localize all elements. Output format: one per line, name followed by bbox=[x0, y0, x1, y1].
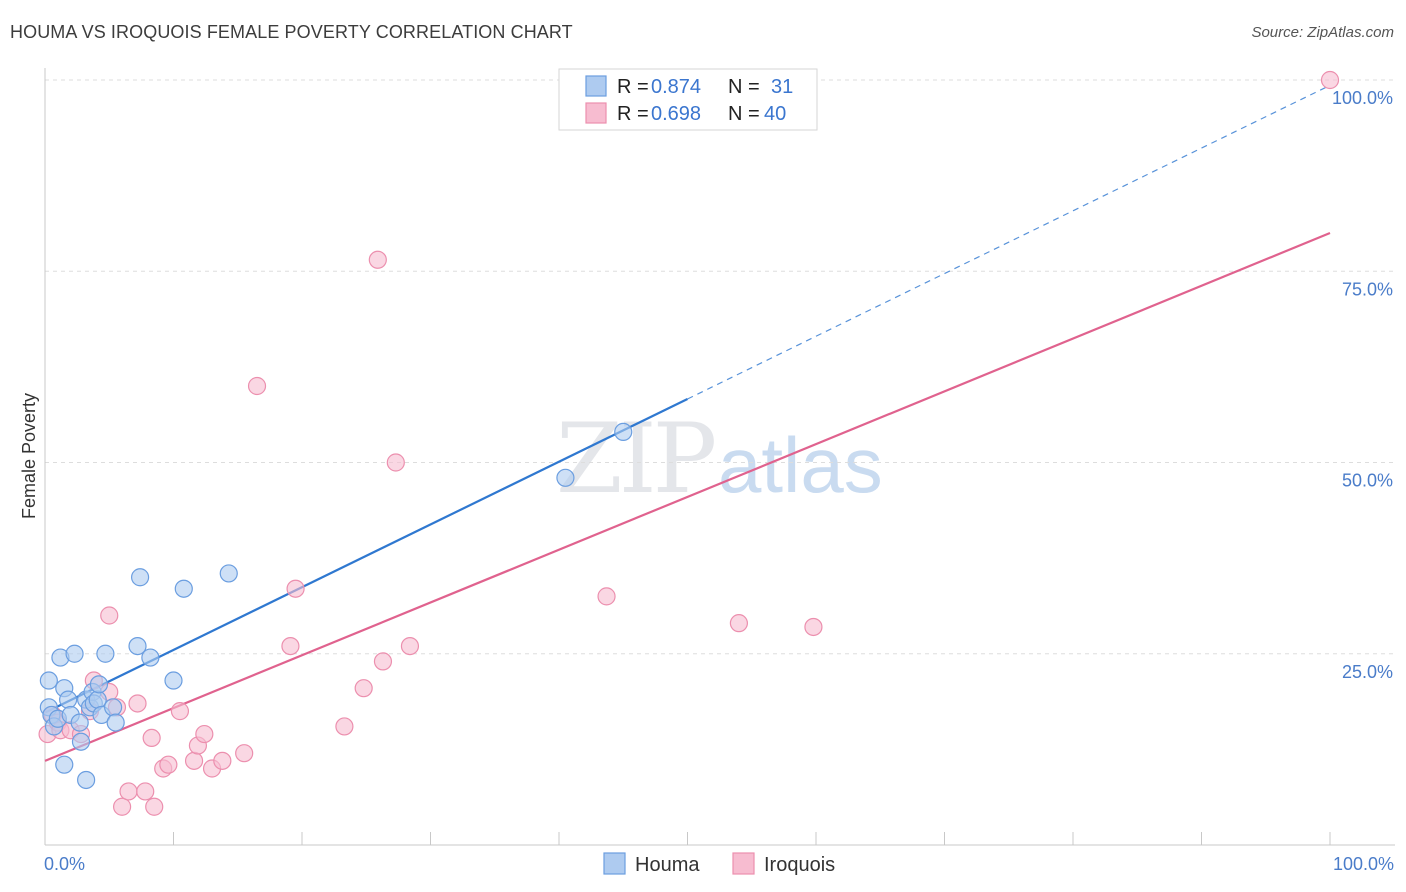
legend-bottom-label-houma: Houma bbox=[635, 854, 700, 876]
point-iroquois bbox=[184, 751, 204, 770]
legend-n-label-houma: N = bbox=[728, 76, 760, 98]
legend-bottom-swatch-iroquois bbox=[732, 852, 755, 875]
point-iroquois bbox=[235, 744, 254, 763]
legend-n-value-houma: 31 bbox=[771, 76, 793, 98]
watermark-zip: ZIP bbox=[556, 403, 715, 515]
x-ticks bbox=[173, 832, 1331, 845]
point-iroquois bbox=[142, 728, 161, 748]
point-houma bbox=[71, 732, 91, 751]
legend-bottom-swatch-houma bbox=[603, 852, 626, 875]
y-tick-label: 25.0% bbox=[1342, 662, 1393, 682]
legend-stats: R = 0.874 N = 31 R = 0.698 N = 40 bbox=[558, 68, 818, 131]
point-houma bbox=[556, 468, 575, 487]
y-tick-labels: 25.0% 50.0% 75.0% 100.0% bbox=[1332, 88, 1393, 682]
point-houma bbox=[55, 755, 74, 774]
point-houma bbox=[89, 675, 109, 694]
point-houma bbox=[39, 671, 58, 690]
legend-n-label-iroquois: N = bbox=[728, 103, 760, 125]
legend-series: Houma Iroquois bbox=[603, 852, 835, 876]
point-houma bbox=[130, 568, 150, 587]
legend-n-value-iroquois: 40 bbox=[764, 103, 786, 125]
point-iroquois bbox=[281, 636, 300, 656]
point-houma bbox=[106, 713, 125, 732]
point-houma bbox=[65, 644, 84, 663]
trend-line-houma bbox=[44, 398, 688, 714]
point-iroquois bbox=[112, 797, 132, 816]
point-iroquois bbox=[373, 652, 393, 671]
point-iroquois bbox=[195, 724, 214, 744]
y-tick-label: 75.0% bbox=[1342, 279, 1393, 299]
gridlines bbox=[45, 79, 1395, 655]
point-iroquois bbox=[119, 782, 138, 801]
point-iroquois bbox=[804, 617, 823, 637]
point-iroquois bbox=[729, 614, 749, 633]
x-tick-label-max: 100.0% bbox=[1333, 854, 1394, 874]
legend-swatch-iroquois bbox=[585, 102, 607, 124]
point-houma bbox=[128, 636, 147, 656]
point-houma bbox=[88, 690, 107, 709]
point-iroquois bbox=[400, 636, 420, 656]
point-iroquois bbox=[386, 453, 405, 472]
point-houma bbox=[614, 422, 633, 441]
point-houma bbox=[219, 564, 238, 583]
source-label: Source: ZipAtlas.com bbox=[1251, 24, 1394, 41]
point-iroquois bbox=[213, 751, 232, 770]
point-houma bbox=[174, 579, 193, 598]
watermark-atlas: atlas bbox=[718, 421, 883, 509]
point-iroquois bbox=[368, 250, 387, 269]
point-iroquois bbox=[597, 587, 616, 606]
point-iroquois bbox=[247, 376, 267, 396]
point-iroquois bbox=[170, 702, 190, 721]
point-houma bbox=[141, 648, 160, 667]
legend-bottom-label-iroquois: Iroquois bbox=[764, 854, 835, 876]
point-iroquois bbox=[128, 694, 147, 713]
point-iroquois bbox=[159, 755, 178, 774]
point-iroquois bbox=[145, 797, 164, 816]
point-iroquois bbox=[335, 717, 354, 736]
point-iroquois bbox=[1320, 70, 1340, 90]
legend-r-label-iroquois: R = bbox=[617, 103, 649, 125]
point-iroquois bbox=[100, 606, 119, 625]
point-houma bbox=[59, 690, 78, 709]
legend-swatch-houma bbox=[585, 75, 607, 97]
legend-r-label-houma: R = bbox=[617, 76, 649, 98]
y-axis-title: Female Poverty bbox=[19, 393, 39, 519]
data-points bbox=[38, 70, 1340, 816]
chart-title: HOUMA VS IROQUOIS FEMALE POVERTY CORRELA… bbox=[10, 22, 573, 42]
point-iroquois bbox=[354, 679, 373, 698]
x-tick-label-min: 0.0% bbox=[44, 854, 85, 874]
trend-line-houma-extension bbox=[687, 84, 1331, 400]
point-houma bbox=[96, 644, 115, 663]
trend-line-iroquois bbox=[44, 231, 1331, 762]
point-houma bbox=[70, 713, 89, 732]
legend-r-value-houma: 0.874 bbox=[651, 76, 701, 98]
point-houma bbox=[164, 671, 183, 690]
point-iroquois bbox=[286, 579, 305, 598]
y-tick-label: 100.0% bbox=[1332, 88, 1393, 108]
legend-r-value-iroquois: 0.698 bbox=[651, 103, 701, 125]
point-iroquois bbox=[136, 782, 155, 801]
point-houma bbox=[104, 698, 123, 717]
point-houma bbox=[77, 770, 96, 790]
y-tick-label: 50.0% bbox=[1342, 471, 1393, 491]
